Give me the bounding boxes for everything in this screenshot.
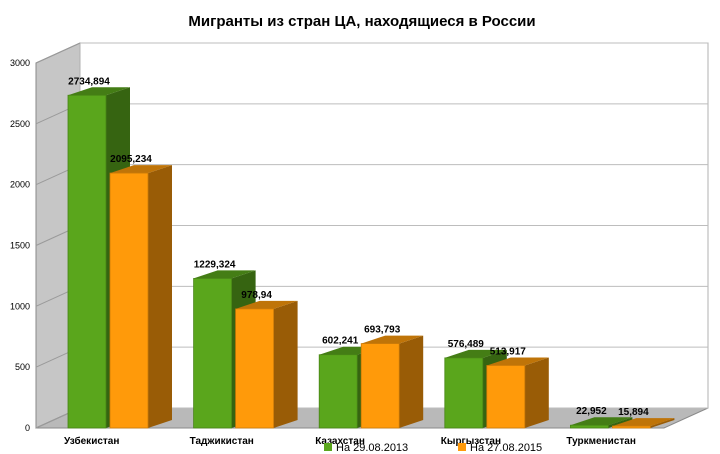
data-labels: 2734,894 2095,234 1229,324 978,94 602,241 693…	[68, 76, 649, 418]
gridline-side	[35, 42, 81, 64]
bar	[486, 357, 549, 429]
bar-side	[148, 165, 172, 428]
legend-swatch	[324, 443, 332, 451]
bar-front	[612, 425, 651, 429]
bar-front	[360, 343, 400, 429]
bar-side	[399, 335, 424, 428]
bar-top	[68, 87, 130, 96]
bar-front	[109, 172, 149, 429]
y-tick-label: 1500	[10, 241, 30, 251]
category-label: Кыргызстан	[441, 436, 501, 447]
data-label: 978,94	[241, 290, 272, 301]
bar	[235, 300, 298, 429]
category-label: Казахстан	[315, 436, 365, 447]
bar-top	[612, 418, 675, 427]
y-tick-label: 3000	[10, 58, 30, 68]
bar-top	[110, 165, 172, 174]
bar-top	[444, 349, 507, 358]
bar-front	[318, 354, 358, 429]
y-tick-label: 2000	[10, 180, 30, 190]
category-label: Таджикистан	[190, 436, 254, 447]
bar-side	[524, 357, 549, 428]
bar-front	[235, 308, 275, 429]
bar-top	[486, 357, 549, 366]
data-label: 602,241	[322, 336, 359, 347]
bar-front	[486, 365, 526, 429]
legend: На 29.08.2013 На 27.08.2015	[324, 442, 542, 454]
data-label: 2095,234	[110, 154, 152, 165]
y-tick-label: 1000	[10, 301, 30, 311]
data-label: 1229,324	[194, 259, 236, 270]
y-axis-ticks: 0 500 1000 1500 2000 2500 3000	[10, 58, 30, 433]
bar-top	[235, 300, 298, 309]
bar-top	[193, 270, 256, 279]
bar-front	[67, 94, 107, 429]
data-label: 513,917	[490, 346, 527, 357]
legend-swatch	[458, 443, 466, 451]
bar	[612, 418, 675, 429]
data-label: 15,894	[618, 407, 649, 418]
bar-front	[193, 278, 233, 429]
category-labels: Узбекистан Таджикистан Казахстан Кыргызстан…	[64, 435, 636, 447]
bar-side	[650, 418, 675, 428]
bar-front	[444, 357, 484, 429]
category-label: Туркменистан	[566, 436, 635, 447]
y-tick-label: 2500	[10, 119, 30, 129]
data-label: 2734,894	[68, 76, 110, 87]
y-tick-label: 0	[25, 423, 30, 433]
category-label: Узбекистан	[64, 435, 119, 447]
bar-side	[273, 300, 298, 428]
data-label: 576,489	[448, 339, 485, 350]
bar-top	[570, 417, 633, 426]
bar	[360, 335, 424, 429]
legend-label: На 27.08.2015	[470, 442, 542, 454]
bars	[67, 87, 675, 429]
data-label: 693,793	[364, 325, 401, 336]
bar-front	[570, 424, 609, 429]
legend-label: На 29.08.2013	[336, 442, 408, 454]
y-tick-label: 500	[15, 362, 30, 372]
bar-side	[608, 417, 633, 428]
bar-top	[361, 335, 424, 344]
bar	[109, 165, 172, 429]
bar	[570, 417, 633, 429]
chart-title: Мигранты из стран ЦА, находящиеся в Росс…	[188, 13, 535, 30]
data-label: 22,952	[576, 406, 607, 417]
